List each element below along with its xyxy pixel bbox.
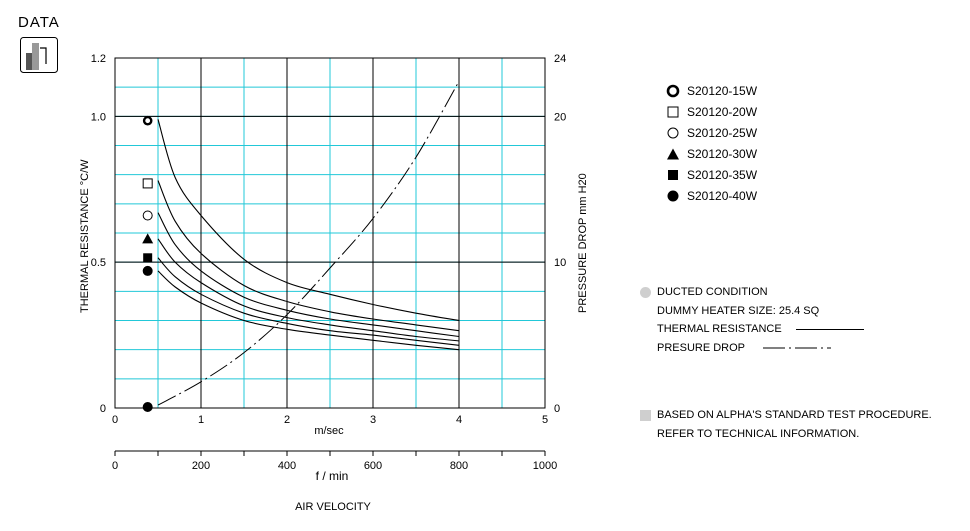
still-air-marker-s20120-40w <box>142 265 153 276</box>
still-air-marker-s20120-35w <box>143 253 153 263</box>
series-line-s20120-30w <box>157 238 460 342</box>
x-secondary-tick-label: 600 <box>364 460 382 472</box>
y-left-tick-label: 1.2 <box>91 53 106 65</box>
legend-item: S20120-30W <box>666 143 757 164</box>
y-right-tick-label: 20 <box>554 111 566 123</box>
chart-series-lines <box>157 119 460 351</box>
legend-item: S20120-35W <box>666 164 757 185</box>
thermal-line-label: THERMAL RESISTANCE <box>657 323 782 335</box>
y-left-tick-label: 0 <box>100 403 106 415</box>
bullet-square-icon <box>640 410 651 421</box>
legend-label: S20120-30W <box>687 146 758 161</box>
x-secondary-tick-label: 400 <box>278 460 296 472</box>
plot-frame <box>114 57 546 409</box>
filled-circle-marker-icon <box>666 189 680 203</box>
x-secondary-tick-label: 800 <box>450 460 468 472</box>
legend-item: S20120-15W <box>666 80 757 101</box>
bar-chart-icon <box>20 37 58 73</box>
y-right-tick-label: 10 <box>554 257 566 269</box>
x-secondary-axis-label: f / min <box>316 469 349 483</box>
x-secondary-tick-label: 200 <box>192 460 210 472</box>
y-right-axis-label: PRESSURE DROP mm H20 <box>577 173 589 313</box>
open-circle-marker-icon <box>666 126 680 140</box>
test-basis: BASED ON ALPHA'S STANDARD TEST PROCEDURE… <box>640 406 932 444</box>
basis-note: BASED ON ALPHA'S STANDARD TEST PROCEDURE… <box>657 409 932 421</box>
pressure-line-key: PRESURE DROP <box>640 339 864 358</box>
reference-note: REFER TO TECHNICAL INFORMATION. <box>657 428 860 440</box>
chart-secondary-axis: 0 200 400 600 800 1000 <box>112 450 557 472</box>
dash-dot-line-icon <box>763 347 832 349</box>
solid-line-icon <box>795 328 864 330</box>
still-air-marker-s20120-25w <box>142 210 153 221</box>
series-line-s20120-25w <box>157 212 460 338</box>
heater-note: DUMMY HEATER SIZE: 25.4 SQ <box>657 304 820 317</box>
y-left-tick-label: 1.0 <box>91 111 106 123</box>
legend-label: S20120-15W <box>687 83 758 98</box>
x-primary-tick-label: 5 <box>542 414 548 426</box>
pressure-drop-line <box>157 81 460 406</box>
x-primary-tick-label: 1 <box>198 414 204 426</box>
legend-label: S20120-20W <box>687 104 758 119</box>
series-line-s20120-35w <box>157 257 460 346</box>
still-air-marker-pressure <box>142 402 153 412</box>
note-row: DUCTED CONDITION <box>640 283 864 302</box>
test-conditions: DUCTED CONDITION DUMMY HEATER SIZE: 25.4… <box>640 283 864 357</box>
chart-pressure-line <box>157 81 460 406</box>
x-primary-axis-label: m/sec <box>314 425 344 437</box>
legend-label: S20120-35W <box>687 167 758 182</box>
series-line-s20120-20w <box>157 180 460 332</box>
y-right-tick-label: 0 <box>554 403 560 415</box>
series-line-s20120-15w <box>157 119 460 322</box>
condition-note: DUCTED CONDITION <box>657 286 768 298</box>
x-axis-title: AIR VELOCITY <box>295 501 371 513</box>
filled-square-marker-icon <box>666 168 680 182</box>
bullet-dot-icon <box>640 286 651 298</box>
chart-grid-minor <box>115 58 545 408</box>
legend-label: S20120-25W <box>687 125 758 140</box>
still-air-marker-s20120-15w <box>142 115 153 126</box>
pressure-line-label: PRESURE DROP <box>657 341 746 354</box>
thermal-line-key: THERMAL RESISTANCE <box>640 320 864 339</box>
y-right-tick-label: 24 <box>554 53 566 65</box>
filled-triangle-marker-icon <box>666 147 680 161</box>
y-left-tick-label: 0.5 <box>91 257 106 269</box>
chart-legend: S20120-15W S20120-20W S20120-25W S20120-… <box>666 80 757 206</box>
series-line-s20120-40w <box>157 270 460 351</box>
x-primary-tick-label: 2 <box>284 414 290 426</box>
x-primary-tick-label: 0 <box>112 414 118 426</box>
x-secondary-tick-label: 1000 <box>533 460 557 472</box>
legend-label: S20120-40W <box>687 188 758 203</box>
chart-markers <box>142 115 154 412</box>
page-title: DATA <box>18 14 60 31</box>
x-secondary-tick-label: 0 <box>112 460 118 472</box>
still-air-marker-s20120-30w <box>142 233 154 244</box>
still-air-marker-s20120-20w <box>142 178 153 189</box>
legend-item: S20120-40W <box>666 185 757 206</box>
bullseye-marker-icon <box>666 84 680 98</box>
note-row: BASED ON ALPHA'S STANDARD TEST PROCEDURE… <box>640 406 932 425</box>
x-primary-tick-label: 3 <box>370 414 376 426</box>
x-primary-tick-label: 4 <box>456 414 462 426</box>
legend-item: S20120-20W <box>666 101 757 122</box>
legend-item: S20120-25W <box>666 122 757 143</box>
open-square-marker-icon <box>666 105 680 119</box>
y-left-axis-label: THERMAL RESISTANCE °C/W <box>79 159 91 313</box>
